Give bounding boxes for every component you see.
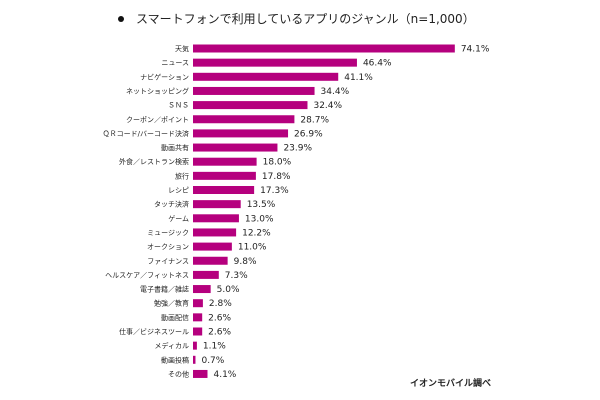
value-label: 17.8% xyxy=(262,172,291,182)
value-label: 34.4% xyxy=(321,87,350,97)
bar xyxy=(193,157,257,166)
bar xyxy=(193,58,357,67)
bar xyxy=(193,256,228,265)
category-label: 電子書籍／雑誌 xyxy=(140,285,189,294)
category-label: ミュージック xyxy=(147,229,189,237)
source-credit: イオンモバイル調べ xyxy=(410,379,492,389)
bar xyxy=(193,214,239,223)
bar xyxy=(193,242,232,251)
bar xyxy=(193,355,196,364)
value-label: 12.2% xyxy=(242,228,271,238)
value-label: 18.0% xyxy=(263,158,292,168)
value-label: 2.6% xyxy=(208,328,231,338)
category-label: 動画配信 xyxy=(161,313,189,322)
category-label: ゲーム xyxy=(168,214,189,223)
value-label: 7.3% xyxy=(225,271,248,281)
category-label: ＳＮＳ xyxy=(168,102,189,110)
category-label: 仕事／ビジネスツール xyxy=(119,327,189,336)
category-label: 動画投稿 xyxy=(161,355,189,364)
category-label: 動画共有 xyxy=(161,143,189,152)
value-label: 26.9% xyxy=(294,129,323,139)
category-label: ヘルスケア／フィットネス xyxy=(105,271,189,279)
bar xyxy=(193,313,203,322)
value-label: 5.0% xyxy=(217,285,240,295)
value-label: 13.5% xyxy=(247,200,276,210)
category-label: 勉強／教育 xyxy=(154,299,189,308)
category-label: 天気 xyxy=(175,44,189,53)
bar xyxy=(193,285,211,294)
bar xyxy=(193,115,295,124)
bar xyxy=(193,327,203,336)
bar xyxy=(193,44,455,53)
value-label: 2.8% xyxy=(209,299,232,309)
category-label: タッチ決済 xyxy=(154,200,189,209)
value-label: 2.6% xyxy=(208,313,231,323)
category-label: 外食／レストラン検索 xyxy=(119,157,189,166)
value-label: 32.4% xyxy=(313,101,342,111)
value-label: 74.1% xyxy=(461,45,490,55)
value-label: 46.4% xyxy=(363,59,392,69)
bar xyxy=(193,101,308,110)
bar xyxy=(193,341,197,350)
chart-title-text: スマートフォンで利用しているアプリのジャンル（n=1,000） xyxy=(136,12,475,26)
category-label: ニュース xyxy=(161,59,189,67)
category-label: ＱＲコード/バーコード決済 xyxy=(103,129,189,138)
bar xyxy=(193,129,289,138)
bar xyxy=(193,86,315,95)
bar xyxy=(193,228,237,237)
category-label: その他 xyxy=(168,369,189,378)
value-label: 23.9% xyxy=(283,144,312,154)
bar xyxy=(193,171,256,180)
category-label: 旅行 xyxy=(175,171,189,180)
value-label: 28.7% xyxy=(300,115,329,125)
category-label: オークション xyxy=(147,243,189,251)
category-label: メディカル xyxy=(154,341,189,350)
chart-title: スマートフォンで利用しているアプリのジャンル（n=1,000） xyxy=(118,10,475,27)
value-label: 1.1% xyxy=(203,342,226,352)
category-label: ネットショッピング xyxy=(126,86,189,95)
bar xyxy=(193,143,278,152)
category-label: ファイナンス xyxy=(147,257,189,265)
bar xyxy=(193,186,255,194)
category-label: レシピ xyxy=(168,187,189,195)
value-label: 9.8% xyxy=(234,257,257,267)
value-label: 4.1% xyxy=(213,370,236,380)
bullet-icon xyxy=(118,15,124,22)
bar xyxy=(193,299,203,308)
value-label: 17.3% xyxy=(260,186,289,196)
category-label: クーポン／ポイント xyxy=(126,116,189,124)
value-label: 41.1% xyxy=(344,73,373,83)
value-label: 13.0% xyxy=(245,214,274,224)
category-label: ナビゲーション xyxy=(140,72,189,81)
value-label: 11.0% xyxy=(238,243,267,253)
value-label: 0.7% xyxy=(201,356,224,366)
bar xyxy=(193,369,208,378)
bar xyxy=(193,72,339,81)
bar xyxy=(193,270,219,279)
bar xyxy=(193,200,241,209)
